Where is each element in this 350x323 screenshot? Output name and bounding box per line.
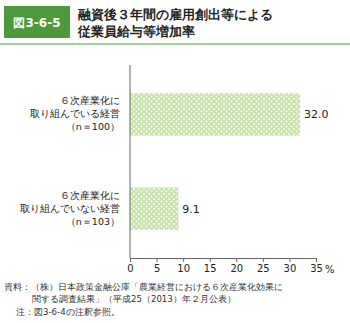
category-label: ６次産業化に取り組んでいない経営（n＝103） — [20, 190, 120, 227]
x-tick: 25 — [257, 258, 270, 274]
x-tick: 30 — [284, 258, 297, 274]
x-tick-label: 30 — [284, 263, 297, 274]
bar — [130, 93, 300, 135]
bars — [130, 93, 300, 230]
x-tick-label: 15 — [204, 263, 217, 274]
x-axis-unit: % — [325, 264, 335, 275]
figure-number-box — [4, 6, 70, 38]
x-tick-label: 25 — [257, 263, 270, 274]
note: 注：図3-6-4の注釈参照。 — [16, 307, 120, 317]
x-tick: 35 — [310, 258, 323, 274]
figure-number: 図3-6-5 — [13, 16, 60, 30]
bar — [130, 187, 178, 229]
x-tick-mark — [183, 258, 184, 262]
x-tick-label: 10 — [177, 263, 190, 274]
x-tick-mark — [236, 258, 237, 262]
x-axis: 0 5 10 15 20 25 30 35 — [127, 258, 323, 274]
chart: 図3-6-5 融資後３年間の雇用創出等による従業員給与等増加率 32.0 9.1 ６次産… — [0, 0, 350, 323]
x-tick-mark — [263, 258, 264, 262]
x-tick: 20 — [230, 258, 243, 274]
y-axis-line — [130, 65, 131, 258]
x-tick-label: 20 — [230, 263, 243, 274]
data-label: 9.1 — [182, 203, 200, 216]
x-tick-label: 5 — [154, 263, 160, 274]
x-tick-mark — [130, 258, 131, 262]
x-tick-label: 0 — [127, 263, 133, 274]
x-tick: 10 — [177, 258, 190, 274]
x-tick-mark — [316, 258, 317, 262]
x-tick-mark — [289, 258, 290, 262]
x-tick-label: 35 — [310, 263, 323, 274]
x-tick: 0 — [127, 258, 133, 274]
data-label: 32.0 — [304, 108, 329, 121]
x-tick: 5 — [154, 258, 160, 274]
x-axis-line — [131, 259, 317, 263]
x-tick: 15 — [204, 258, 217, 274]
source: 資料：（株）日本政策金融公庫「農業経営における６次産業化効果に関する調査結果」（… — [4, 282, 283, 304]
title: 融資後３年間の雇用創出等による従業員給与等増加率 — [77, 7, 273, 39]
category-label: ６次産業化に取り組んでいる経営（n＝100） — [30, 95, 120, 132]
header-rule — [0, 44, 350, 45]
x-tick-mark — [157, 258, 158, 262]
x-tick-mark — [210, 258, 211, 262]
